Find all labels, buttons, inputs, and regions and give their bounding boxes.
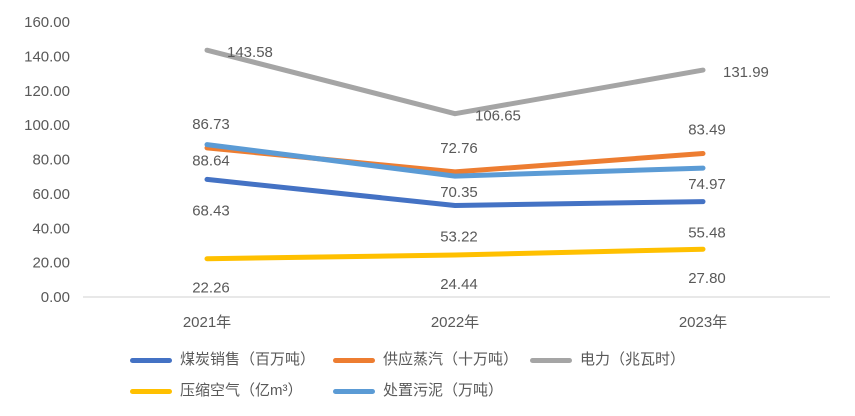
y-axis-tick-label: 60.00 bbox=[32, 186, 70, 203]
data-label-compressed-air: 22.26 bbox=[192, 280, 230, 297]
legend-marker-compressed-air bbox=[130, 388, 172, 394]
legend-label-coal-sales: 煤炭销售（百万吨） bbox=[180, 351, 316, 368]
data-label-compressed-air: 27.80 bbox=[688, 270, 726, 287]
legend-marker-coal-sales bbox=[130, 357, 172, 363]
legend-item-steam-supply: 供应蒸汽（十万吨） bbox=[333, 350, 518, 370]
data-label-sludge-disposal: 70.35 bbox=[440, 184, 478, 201]
data-label-coal-sales: 55.48 bbox=[688, 225, 726, 242]
y-axis-tick-label: 0.00 bbox=[41, 289, 70, 306]
legend-marker-electricity bbox=[530, 357, 572, 363]
y-axis-tick-label: 120.00 bbox=[24, 83, 70, 100]
line-electricity bbox=[204, 47, 706, 117]
legend-marker-steam-supply bbox=[333, 357, 375, 363]
legend-item-sludge-disposal: 处置污泥（万吨） bbox=[333, 381, 503, 401]
x-axis-label: 2021年 bbox=[183, 314, 231, 331]
x-axis-label: 2023年 bbox=[679, 314, 727, 331]
data-label-coal-sales: 68.43 bbox=[192, 202, 230, 219]
y-axis-tick-label: 160.00 bbox=[24, 14, 70, 31]
chart-plot-area: 0.00 20.00 40.00 60.00 80.00 100.00 120.00 140.… bbox=[24, 14, 830, 331]
legend-label-steam-supply: 供应蒸汽（十万吨） bbox=[383, 351, 519, 368]
legend-label-sludge-disposal: 处置污泥（万吨） bbox=[383, 382, 504, 399]
data-label-sludge-disposal: 74.97 bbox=[688, 176, 726, 193]
data-label-electricity: 131.99 bbox=[723, 64, 769, 81]
data-label-steam-supply: 83.49 bbox=[688, 122, 726, 139]
legend-item-compressed-air: 压缩空气（亿m³） bbox=[130, 381, 303, 401]
data-label-coal-sales: 53.22 bbox=[440, 229, 478, 246]
x-axis-label: 2022年 bbox=[431, 314, 479, 331]
data-label-steam-supply: 86.73 bbox=[192, 116, 230, 133]
y-axis-tick-label: 140.00 bbox=[24, 48, 70, 65]
legend-item-electricity: 电力（兆瓦时） bbox=[530, 350, 685, 370]
legend-item-coal-sales: 煤炭销售（百万吨） bbox=[130, 350, 315, 370]
line-coal-sales bbox=[204, 176, 706, 208]
data-label-sludge-disposal: 88.64 bbox=[192, 153, 230, 170]
line-sludge-disposal bbox=[204, 142, 706, 179]
data-label-compressed-air: 24.44 bbox=[440, 276, 478, 293]
line-compressed-air bbox=[204, 246, 706, 262]
legend-label-compressed-air: 压缩空气（亿m³） bbox=[180, 382, 303, 399]
legend-marker-sludge-disposal bbox=[333, 388, 375, 394]
y-axis-tick-label: 20.00 bbox=[32, 255, 70, 272]
data-label-electricity: 143.58 bbox=[227, 44, 273, 61]
y-axis-tick-label: 40.00 bbox=[32, 220, 70, 237]
y-axis-tick-label: 100.00 bbox=[24, 117, 70, 134]
data-label-electricity: 106.65 bbox=[475, 108, 521, 125]
y-axis-tick-label: 80.00 bbox=[32, 152, 70, 169]
data-label-steam-supply: 72.76 bbox=[440, 140, 478, 157]
legend-label-electricity: 电力（兆瓦时） bbox=[580, 351, 686, 368]
